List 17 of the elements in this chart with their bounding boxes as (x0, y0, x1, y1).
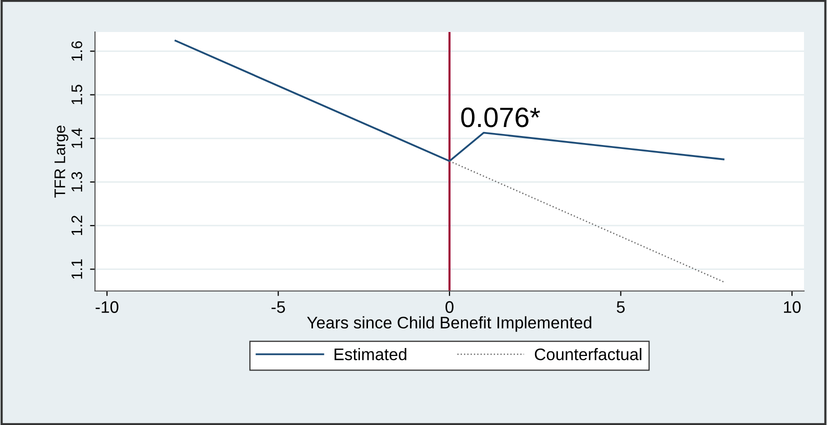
y-tick-label: 1.5 (72, 84, 82, 104)
x-tick-label: -5 (272, 301, 285, 313)
legend-label: Counterfactual (534, 348, 642, 360)
x-tick-label: 0 (446, 301, 454, 313)
y-tick-label: 1.4 (72, 128, 82, 148)
annotation: 0.076* (461, 108, 540, 128)
y-axis-title: TFR Large (54, 126, 68, 198)
line-series (174, 40, 724, 162)
y-tick-label: 1.3 (71, 172, 82, 192)
y-tick-label: 1.1 (72, 259, 82, 279)
x-tick-label: -10 (96, 301, 118, 313)
x-tick-label: 5 (616, 301, 625, 313)
x-tick-label: 10 (784, 301, 801, 313)
legend-label: Estimated (334, 348, 406, 360)
y-tick-label: 1.2 (71, 216, 82, 236)
x-axis-title: Years since Child Benefit Implemented (307, 316, 592, 332)
y-tick-label: 1.6 (71, 41, 82, 61)
